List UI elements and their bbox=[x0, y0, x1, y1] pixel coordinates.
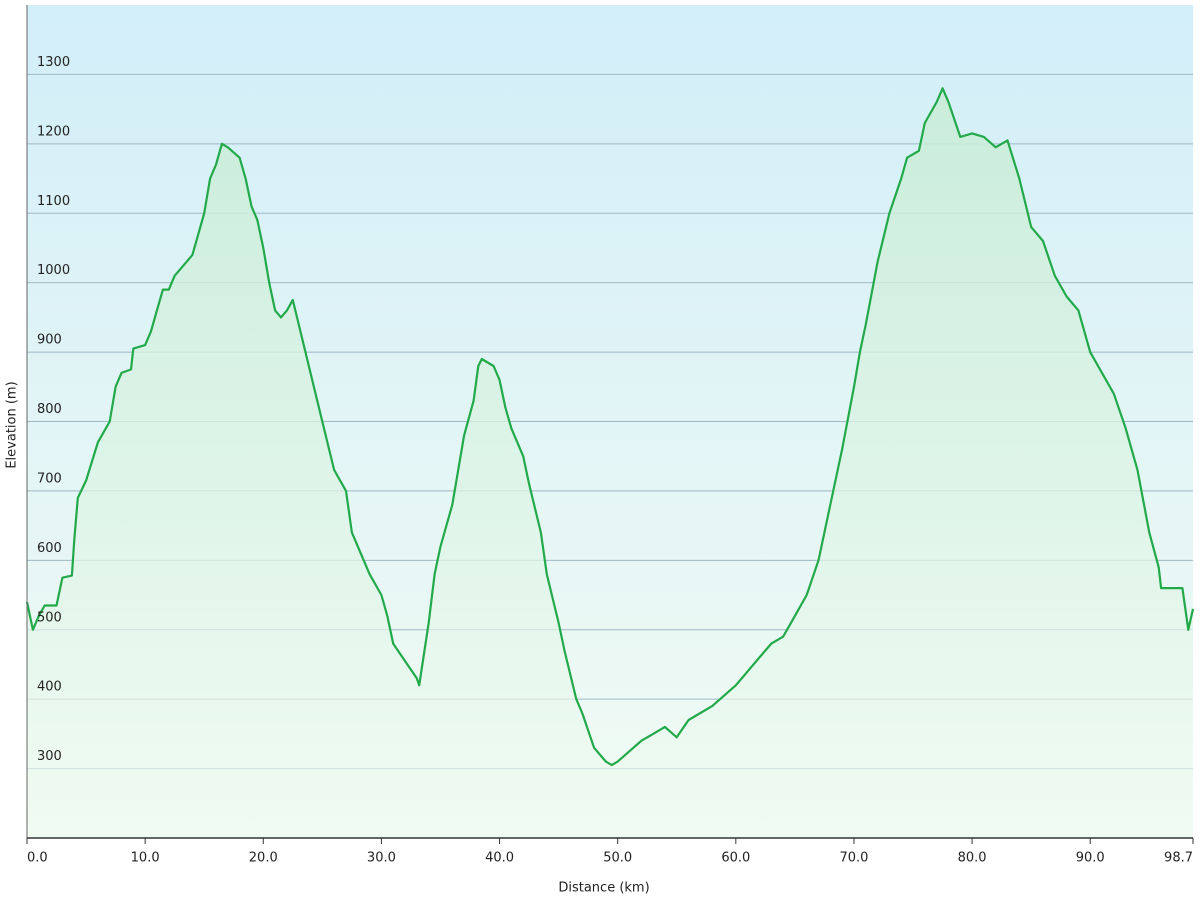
x-tick-label: 60.0 bbox=[721, 851, 750, 866]
x-tick-label: 20.0 bbox=[249, 851, 278, 866]
x-tick-label: 70.0 bbox=[839, 851, 868, 866]
area-fill bbox=[27, 88, 1193, 839]
x-tick-label: 0.0 bbox=[27, 851, 48, 866]
y-tick-label: 1100 bbox=[37, 194, 70, 209]
x-tick-label: 30.0 bbox=[367, 851, 396, 866]
y-tick-label: 400 bbox=[37, 680, 62, 695]
y-tick-label: 1300 bbox=[37, 55, 70, 70]
x-tick-label: 98.7 bbox=[1164, 851, 1193, 866]
x-tick-label: 50.0 bbox=[603, 851, 632, 866]
y-tick-label: 500 bbox=[37, 610, 62, 625]
y-tick-label: 1000 bbox=[37, 263, 70, 278]
y-axis-title: Elevation (m) bbox=[5, 381, 20, 468]
elevation-line bbox=[25, 87, 1195, 767]
x-tick-label: 40.0 bbox=[485, 851, 514, 866]
x-tick-label: 10.0 bbox=[131, 851, 160, 866]
y-tick-label: 600 bbox=[37, 541, 62, 556]
y-tick-label: 900 bbox=[37, 333, 62, 348]
x-axis-title: Distance (km) bbox=[558, 881, 649, 896]
y-tick-label: 1200 bbox=[37, 124, 70, 139]
y-tick-label: 700 bbox=[37, 471, 62, 486]
y-tick-label: 800 bbox=[37, 402, 62, 417]
y-tick-label: 300 bbox=[37, 749, 62, 764]
x-tick-label: 80.0 bbox=[958, 851, 987, 866]
x-tick-label: 90.0 bbox=[1076, 851, 1105, 866]
